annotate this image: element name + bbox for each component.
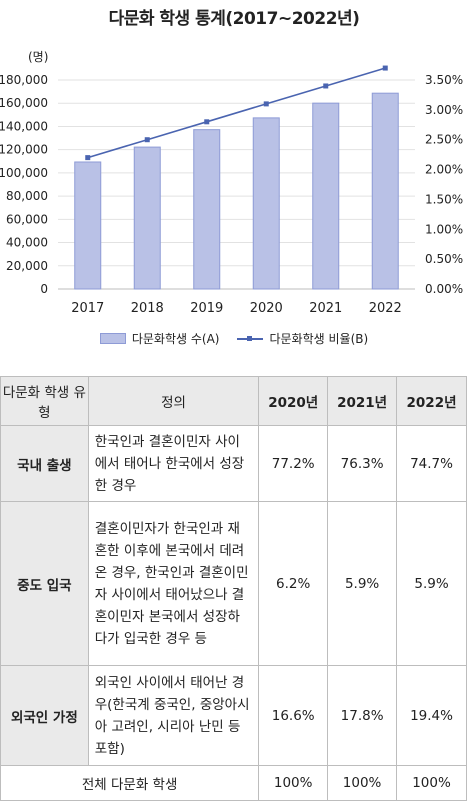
row-value-2021: 5.9% xyxy=(327,501,398,666)
y-tick-label-right: 2.00% xyxy=(425,163,463,177)
row-value-2020: 16.6% xyxy=(258,665,329,766)
row-value-2020: 6.2% xyxy=(258,501,329,666)
legend-line-swatch xyxy=(237,334,264,344)
row-value-2022: 19.4% xyxy=(396,665,467,766)
header-definition: 정의 xyxy=(87,376,260,426)
x-tick-label: 2022 xyxy=(369,301,402,316)
bar xyxy=(312,102,340,290)
table-row: 외국인 가정 외국인 사이에서 태어난 경우(한국계 중국인, 중앙아시아 고려… xyxy=(0,665,467,766)
total-value-2022: 100% xyxy=(396,765,467,801)
y-tick-label-right: 0.50% xyxy=(425,252,463,266)
legend-label-line: 다문화학생 비율(B) xyxy=(269,332,369,346)
ratio-point xyxy=(382,65,388,71)
ratio-point xyxy=(323,83,329,89)
bar xyxy=(193,129,221,290)
y-tick-label-right: 1.50% xyxy=(425,192,463,206)
ratio-point xyxy=(204,119,210,125)
chart-title: 다문화 학생 통계(2017~2022년) xyxy=(108,9,360,29)
ratio-point xyxy=(85,155,91,161)
y-axis-unit: (명) xyxy=(28,50,48,64)
row-value-2022: 74.7% xyxy=(396,425,467,502)
chart-legend: 다문화학생 수(A) 다문화학생 비율(B) xyxy=(0,330,468,347)
y-tick-label-right: 3.00% xyxy=(425,103,463,117)
ratio-point xyxy=(263,101,269,107)
header-2022: 2022년 xyxy=(396,376,467,426)
y-tick-label-right: 3.50% xyxy=(425,73,463,87)
total-value-2020: 100% xyxy=(258,765,329,801)
y-tick-label-right: 2.50% xyxy=(425,133,463,147)
total-value-2021: 100% xyxy=(327,765,398,801)
y-tick-label-left: 100,000 xyxy=(0,166,48,180)
y-tick-label-left: 160,000 xyxy=(0,96,48,110)
legend-item-bars: 다문화학생 수(A) xyxy=(99,330,220,347)
legend-bar-swatch xyxy=(99,333,126,344)
combo-chart: 0 20,000 40,000 60,000 80,000 100,000 120,000 1… xyxy=(0,50,463,316)
header-2021: 2021년 xyxy=(327,376,398,426)
bar xyxy=(371,92,399,290)
y-tick-label-left: 80,000 xyxy=(6,189,48,203)
y-tick-label-left: 120,000 xyxy=(0,143,48,157)
table-row: 국내 출생 한국인과 결혼이민자 사이에서 태어나 한국에서 성장한 경우 77… xyxy=(0,425,467,502)
ratio-line xyxy=(87,67,386,159)
y-tick-label-left: 20,000 xyxy=(6,259,48,273)
y-tick-label-left: 40,000 xyxy=(6,236,48,250)
y-tick-label-left: 140,000 xyxy=(0,119,48,133)
row-definition: 외국인 사이에서 태어난 경우(한국계 중국인, 중앙아시아 고려인, 시리아 … xyxy=(87,665,260,766)
header-2020: 2020년 xyxy=(258,376,329,426)
row-value-2020: 77.2% xyxy=(258,425,329,502)
table-row: 중도 입국 결혼이민자가 한국인과 재혼한 이후에 본국에서 데려온 경우, 한… xyxy=(0,501,467,666)
row-value-2021: 76.3% xyxy=(327,425,398,502)
y-tick-label-left: 0 xyxy=(40,282,48,296)
row-type: 국내 출생 xyxy=(0,425,89,502)
x-tick-label: 2017 xyxy=(71,301,104,316)
x-tick-label: 2018 xyxy=(131,301,164,316)
row-definition: 결혼이민자가 한국인과 재혼한 이후에 본국에서 데려온 경우, 한국인과 결혼… xyxy=(87,501,260,666)
legend-item-line: 다문화학생 비율(B) xyxy=(237,330,368,347)
row-definition: 한국인과 결혼이민자 사이에서 태어나 한국에서 성장한 경우 xyxy=(87,425,260,502)
x-tick-label: 2020 xyxy=(250,301,283,316)
y-tick-label-left: 180,000 xyxy=(0,73,48,87)
ratio-point xyxy=(144,137,150,143)
y-tick-label-right: 0.00% xyxy=(425,282,463,296)
table-total-row: 전체 다문화 학생 100% 100% 100% xyxy=(0,765,467,801)
student-type-table: 다문화 학생 유형 정의 2020년 2021년 2022년 국내 출생 한국인… xyxy=(0,376,467,801)
row-type: 외국인 가정 xyxy=(0,665,89,766)
row-type: 중도 입국 xyxy=(0,501,89,666)
table-header-row: 다문화 학생 유형 정의 2020년 2021년 2022년 xyxy=(0,376,467,426)
header-type: 다문화 학생 유형 xyxy=(0,376,89,426)
x-tick-label: 2021 xyxy=(309,301,342,316)
row-value-2022: 5.9% xyxy=(396,501,467,666)
total-label: 전체 다문화 학생 xyxy=(0,765,260,801)
y-tick-label-right: 1.00% xyxy=(425,222,463,236)
bar xyxy=(133,146,161,290)
bar xyxy=(74,161,102,290)
bar xyxy=(252,117,280,290)
x-tick-label: 2019 xyxy=(190,301,223,316)
y-tick-label-left: 60,000 xyxy=(6,212,48,226)
row-value-2021: 17.8% xyxy=(327,665,398,766)
legend-label-bars: 다문화학생 수(A) xyxy=(131,332,220,346)
